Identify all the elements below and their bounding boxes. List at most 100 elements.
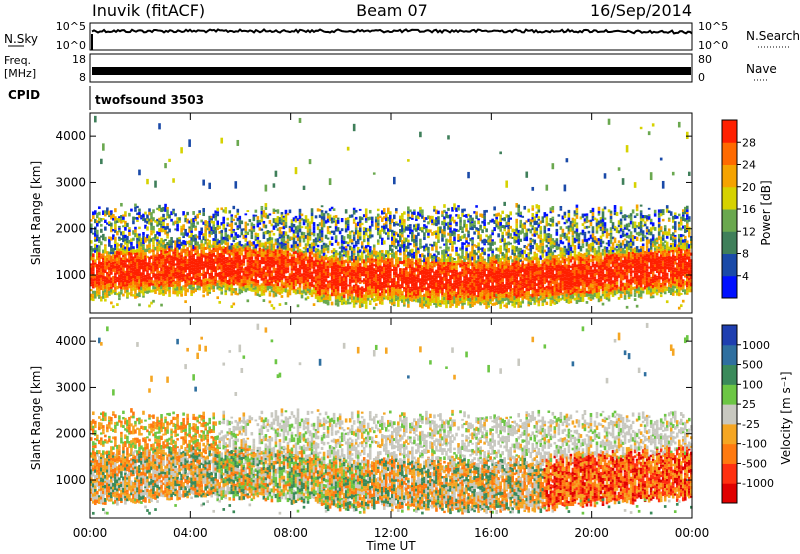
echo-cell — [224, 267, 228, 272]
echo-cell — [278, 229, 282, 234]
echo-cell — [308, 245, 312, 248]
echo-cell — [206, 227, 209, 231]
echo-cell — [102, 233, 105, 238]
echo-cell — [134, 254, 137, 259]
echo-cell — [318, 238, 322, 241]
echo-cell — [184, 228, 187, 233]
echo-cell — [350, 250, 354, 255]
echo-cell — [509, 255, 512, 258]
echo-cell — [437, 266, 440, 271]
echo-cell — [368, 266, 372, 271]
echo-cell — [220, 262, 224, 266]
echo-cell — [382, 256, 386, 260]
echo-cell — [118, 293, 121, 298]
echo-cell — [190, 284, 193, 288]
echo-cell — [395, 211, 398, 214]
echo-cell — [278, 262, 282, 265]
echo-cell — [246, 283, 250, 286]
echo-cell — [342, 254, 346, 257]
echo-cell — [334, 235, 338, 240]
echo-cell — [278, 272, 282, 276]
echo-cell — [264, 288, 268, 293]
echo-cell — [140, 276, 143, 279]
echo-cell — [192, 257, 195, 262]
echo-cell — [358, 216, 362, 221]
echo-cell — [421, 209, 424, 214]
echo-cell — [226, 249, 230, 253]
echo-cell — [136, 293, 139, 297]
echo-cell — [158, 245, 161, 248]
echo-cell — [368, 231, 372, 235]
echo-cell — [176, 217, 179, 221]
echo-cell — [413, 234, 416, 239]
echo-cell — [168, 286, 171, 290]
echo-cell — [230, 261, 234, 265]
echo-cell — [102, 257, 105, 261]
echo-cell — [437, 210, 440, 215]
echo-cell — [166, 255, 169, 258]
echo-cell — [421, 265, 424, 268]
echo-cell — [409, 295, 412, 297]
echo-cell — [310, 219, 314, 224]
echo-cell — [188, 265, 191, 269]
echo-cell — [128, 270, 131, 273]
echo-cell — [302, 272, 306, 276]
echo-cell — [401, 221, 404, 226]
echo-cell — [216, 251, 220, 256]
echo-cell — [419, 270, 422, 275]
echo-cell — [533, 239, 537, 243]
echo-cell — [358, 292, 362, 296]
echo-cell — [419, 299, 422, 304]
echo-cell — [252, 249, 256, 254]
echo-cell — [260, 214, 264, 219]
echo-cell — [186, 221, 189, 224]
echo-cell — [455, 269, 458, 273]
echo-cell — [272, 183, 276, 188]
echo-cell — [246, 271, 250, 274]
echo-cell — [154, 234, 157, 239]
echo-cell — [407, 246, 410, 249]
echo-cell — [483, 213, 486, 216]
echo-cell — [122, 259, 125, 263]
echo-cell — [445, 242, 448, 247]
echo-cell — [268, 266, 272, 271]
echo-cell — [360, 301, 364, 304]
echo-cell — [232, 266, 236, 270]
echo-cell — [126, 246, 129, 250]
echo-cell — [148, 275, 151, 280]
echo-cell — [332, 274, 336, 279]
echo-cell — [435, 242, 438, 246]
echo-cell — [278, 288, 282, 292]
echo-cell — [240, 262, 244, 266]
echo-cell — [296, 289, 300, 294]
echo-cell — [228, 251, 232, 254]
echo-cell — [168, 274, 171, 277]
echo-cell — [340, 301, 344, 306]
echo-cell — [130, 270, 133, 273]
echo-cell — [411, 211, 414, 215]
echo-cell — [292, 251, 296, 254]
echo-cell — [364, 220, 368, 223]
echo-cell — [336, 299, 340, 303]
echo-cell — [437, 251, 440, 255]
echo-cell — [184, 274, 187, 277]
echo-cell — [242, 257, 246, 261]
echo-cell — [260, 292, 264, 296]
echo-cell — [362, 227, 366, 231]
echo-cell — [312, 287, 316, 292]
echo-cell — [200, 257, 203, 260]
echo-cell — [413, 290, 416, 293]
echo-cell — [403, 222, 406, 225]
echo-cell — [190, 276, 193, 281]
echo-cell — [306, 281, 310, 286]
echo-cell — [366, 265, 370, 268]
echo-cell — [356, 257, 360, 261]
echo-cell — [222, 216, 226, 222]
echo-cell — [330, 289, 334, 293]
echo-cell — [505, 252, 508, 256]
echo-cell — [232, 236, 236, 240]
echo-cell — [340, 283, 344, 287]
echo-cell — [290, 287, 294, 291]
echo-cell — [142, 235, 145, 241]
echo-cell — [407, 273, 410, 277]
